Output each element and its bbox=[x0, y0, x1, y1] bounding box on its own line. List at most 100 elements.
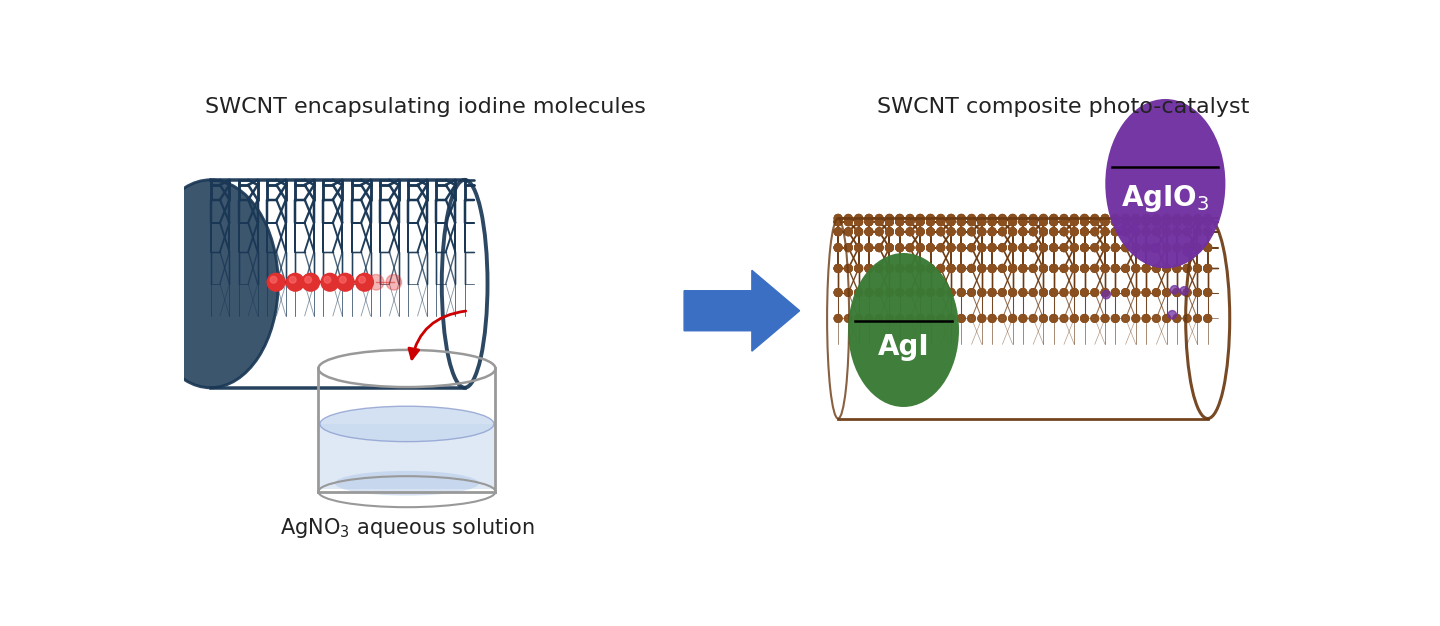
Circle shape bbox=[1132, 218, 1139, 225]
Circle shape bbox=[886, 315, 893, 322]
Circle shape bbox=[1080, 315, 1089, 322]
Circle shape bbox=[927, 218, 935, 225]
Circle shape bbox=[1102, 244, 1109, 252]
Circle shape bbox=[845, 215, 852, 222]
Circle shape bbox=[1009, 265, 1017, 272]
Circle shape bbox=[937, 244, 945, 252]
Circle shape bbox=[958, 289, 965, 296]
Circle shape bbox=[1174, 244, 1181, 252]
Circle shape bbox=[1050, 289, 1057, 296]
Circle shape bbox=[1092, 228, 1099, 235]
Circle shape bbox=[1142, 215, 1151, 222]
Circle shape bbox=[1092, 265, 1099, 272]
FancyArrow shape bbox=[684, 270, 799, 351]
Circle shape bbox=[1132, 315, 1139, 322]
Circle shape bbox=[1020, 228, 1027, 235]
Circle shape bbox=[988, 315, 996, 322]
Circle shape bbox=[1142, 265, 1151, 272]
Circle shape bbox=[916, 265, 924, 272]
Circle shape bbox=[948, 289, 955, 296]
Circle shape bbox=[1050, 218, 1057, 225]
Circle shape bbox=[834, 315, 842, 322]
Circle shape bbox=[978, 244, 985, 252]
Circle shape bbox=[834, 315, 842, 322]
Circle shape bbox=[978, 228, 985, 235]
Circle shape bbox=[937, 265, 945, 272]
Circle shape bbox=[1142, 289, 1151, 296]
Circle shape bbox=[886, 228, 893, 235]
Circle shape bbox=[958, 315, 965, 322]
Circle shape bbox=[896, 315, 903, 322]
Circle shape bbox=[386, 274, 402, 290]
Circle shape bbox=[1204, 228, 1211, 235]
Circle shape bbox=[1174, 244, 1181, 252]
Circle shape bbox=[1020, 289, 1027, 296]
Circle shape bbox=[1102, 228, 1109, 235]
Circle shape bbox=[1112, 289, 1119, 296]
Circle shape bbox=[1030, 315, 1037, 322]
Circle shape bbox=[937, 228, 945, 235]
Circle shape bbox=[988, 228, 996, 235]
Circle shape bbox=[1204, 289, 1211, 296]
Circle shape bbox=[865, 315, 873, 322]
Circle shape bbox=[978, 215, 985, 222]
Circle shape bbox=[886, 218, 893, 225]
Circle shape bbox=[906, 265, 914, 272]
Circle shape bbox=[1040, 315, 1047, 322]
Circle shape bbox=[916, 265, 924, 272]
Circle shape bbox=[1102, 228, 1109, 235]
Circle shape bbox=[1164, 265, 1171, 272]
Circle shape bbox=[1020, 218, 1027, 225]
Circle shape bbox=[1122, 265, 1129, 272]
Circle shape bbox=[886, 315, 893, 322]
Circle shape bbox=[916, 215, 924, 222]
Circle shape bbox=[1060, 218, 1068, 225]
Circle shape bbox=[1194, 265, 1201, 272]
Circle shape bbox=[958, 265, 965, 272]
Circle shape bbox=[886, 265, 893, 272]
Circle shape bbox=[958, 244, 965, 252]
Circle shape bbox=[968, 265, 975, 272]
Circle shape bbox=[968, 289, 975, 296]
Circle shape bbox=[978, 315, 985, 322]
Circle shape bbox=[968, 218, 975, 225]
Circle shape bbox=[1060, 218, 1068, 225]
Circle shape bbox=[988, 244, 996, 252]
Circle shape bbox=[958, 228, 965, 235]
Circle shape bbox=[834, 228, 842, 235]
Circle shape bbox=[1174, 289, 1181, 296]
Circle shape bbox=[834, 244, 842, 252]
Circle shape bbox=[834, 218, 842, 225]
Circle shape bbox=[1132, 228, 1139, 235]
Circle shape bbox=[1009, 215, 1017, 222]
Circle shape bbox=[1204, 289, 1211, 296]
Circle shape bbox=[834, 218, 842, 225]
Circle shape bbox=[988, 228, 996, 235]
Circle shape bbox=[1102, 218, 1109, 225]
Circle shape bbox=[927, 265, 935, 272]
Circle shape bbox=[834, 218, 842, 225]
Circle shape bbox=[1174, 218, 1181, 225]
Circle shape bbox=[1142, 228, 1151, 235]
Circle shape bbox=[988, 289, 996, 296]
Circle shape bbox=[1174, 265, 1181, 272]
Circle shape bbox=[1112, 289, 1119, 296]
Circle shape bbox=[927, 265, 935, 272]
Circle shape bbox=[834, 315, 842, 322]
Circle shape bbox=[978, 228, 985, 235]
Circle shape bbox=[896, 315, 903, 322]
Circle shape bbox=[948, 265, 955, 272]
Circle shape bbox=[886, 315, 893, 322]
Circle shape bbox=[1040, 218, 1047, 225]
Circle shape bbox=[1009, 228, 1017, 235]
Circle shape bbox=[1040, 289, 1047, 296]
Circle shape bbox=[988, 244, 996, 252]
Circle shape bbox=[1132, 218, 1139, 225]
Circle shape bbox=[948, 228, 955, 235]
Circle shape bbox=[927, 228, 935, 235]
Circle shape bbox=[937, 265, 945, 272]
Circle shape bbox=[896, 289, 903, 296]
Circle shape bbox=[1164, 265, 1171, 272]
Circle shape bbox=[906, 215, 914, 222]
Circle shape bbox=[1174, 228, 1181, 235]
